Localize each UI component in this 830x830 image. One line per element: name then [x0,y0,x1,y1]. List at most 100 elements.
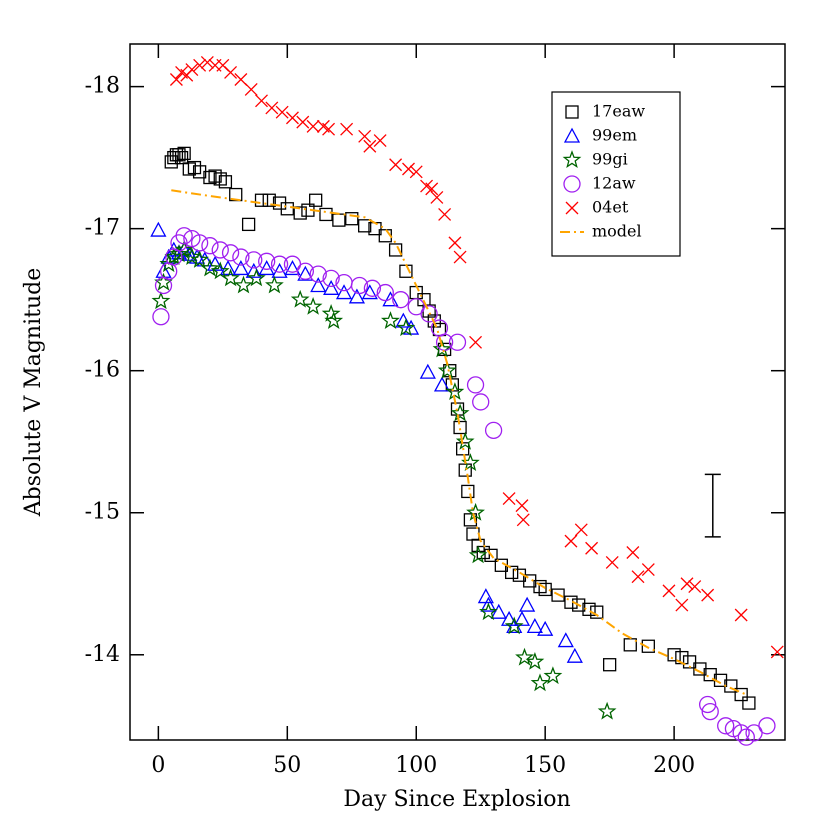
legend-label: 99em [592,126,637,145]
x-marker [244,82,258,96]
circle-marker [701,702,719,721]
star-marker [455,431,475,450]
triangle-marker [537,620,554,636]
star-marker [445,382,465,400]
circle-marker [758,717,776,735]
square-marker [213,172,227,186]
square-marker [466,527,480,541]
square-marker [388,243,403,257]
square-marker [203,170,217,185]
square-marker [602,658,617,672]
legend-swatch [565,105,579,119]
square-marker [742,696,756,710]
square-marker [682,655,697,669]
triangle-marker [232,260,249,276]
x-marker [363,139,377,153]
circle-marker [717,717,735,735]
triangle-marker [284,260,301,276]
square-marker [427,314,441,328]
star-marker [210,261,230,280]
x-marker [306,119,320,133]
x-marker [409,165,423,179]
x-marker [770,645,784,659]
star-marker [450,403,470,422]
x-marker [169,73,183,86]
triangle-marker [361,284,378,300]
star-marker [437,360,457,379]
x-marker [234,73,248,86]
x-marker [425,182,439,196]
y-tick-label: -14 [85,642,120,667]
legend-swatch [563,175,581,193]
x-marker [631,570,645,584]
star-marker [246,268,266,287]
triangle-marker [348,288,366,304]
x-tick-label: 150 [524,753,566,778]
square-marker [345,212,359,226]
x-marker [448,236,462,250]
square-marker [533,579,547,594]
legend-box [551,91,681,257]
triangle-marker [150,221,167,237]
triangle-marker [323,279,340,295]
circle-marker [420,305,438,323]
circle-marker [258,252,276,270]
x-tick-label: 100 [395,753,437,778]
triangle-marker [297,265,314,281]
star-marker [543,666,563,685]
circle-marker [190,234,209,252]
star-marker [190,250,209,268]
circle-marker [221,244,240,262]
x-marker [453,250,467,264]
star-marker [151,291,171,310]
x-marker [502,492,516,505]
x-marker [585,541,599,555]
triangle-marker [519,596,536,612]
square-marker [538,582,552,597]
y-tick-label: -18 [85,74,120,99]
circle-marker [201,237,219,255]
star-marker [432,339,452,358]
square-marker [572,598,586,612]
y-tick-label: -15 [85,500,120,525]
circle-marker [232,248,250,266]
star-marker [468,545,488,564]
star-marker [169,244,189,263]
x-marker [469,335,483,349]
triangle-marker [490,603,507,619]
x-marker [389,158,403,172]
x-marker [641,563,655,577]
square-marker [484,548,498,562]
square-marker [332,213,346,227]
circle-marker [484,421,503,440]
square-marker [187,160,202,175]
model-line [171,189,747,696]
x-marker [688,580,702,594]
triangle-marker [419,363,436,379]
x-marker [340,122,354,136]
x-marker [265,101,279,115]
y-tick-label: -16 [85,358,120,383]
square-marker [505,565,519,580]
square-marker [262,193,276,207]
circle-marker [472,393,490,411]
star-marker [234,275,253,294]
square-marker [458,463,472,477]
triangle-marker [557,632,574,648]
circle-marker [448,333,467,351]
circle-marker [732,724,750,742]
square-marker [582,602,596,616]
x-marker [322,122,336,136]
x-tick-label: 50 [273,753,301,778]
legend-label: 17eaw [592,102,645,121]
x-marker [701,588,715,602]
x-marker [680,577,694,591]
triangle-marker [310,277,327,293]
square-marker [241,217,256,232]
square-marker [254,193,269,207]
square-marker [734,687,748,702]
x-tick-label: 0 [151,753,165,778]
legend-swatch [563,127,581,143]
triangle-marker [219,260,237,276]
